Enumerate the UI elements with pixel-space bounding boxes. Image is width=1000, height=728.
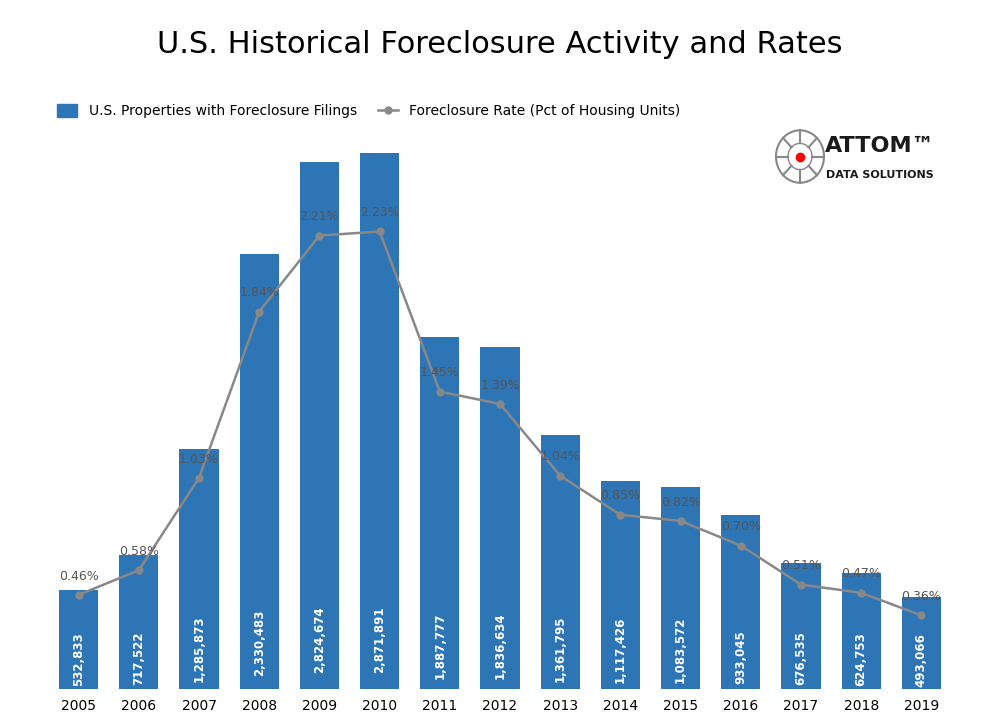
Text: 493,066: 493,066 (915, 633, 928, 687)
Bar (541, 435, 580, 689)
Bar (300, 162, 339, 689)
Bar (240, 254, 279, 689)
Bar (420, 337, 459, 689)
Text: 1,836,634: 1,836,634 (494, 612, 507, 679)
Text: DATA SOLUTIONS: DATA SOLUTIONS (826, 170, 934, 180)
Text: 532,833: 532,833 (72, 633, 85, 687)
Text: 1,887,777: 1,887,777 (433, 612, 446, 678)
Text: 1.03%: 1.03% (179, 453, 219, 465)
Bar (119, 555, 158, 689)
Text: 0.36%: 0.36% (901, 590, 941, 603)
Text: 1,083,572: 1,083,572 (674, 617, 687, 683)
Text: ATTOM™: ATTOM™ (825, 135, 935, 156)
Text: 2,330,483: 2,330,483 (253, 610, 266, 676)
Text: 676,535: 676,535 (794, 632, 807, 686)
Bar (360, 154, 399, 689)
Text: 2,824,674: 2,824,674 (313, 607, 326, 673)
Text: 624,753: 624,753 (855, 632, 868, 686)
Bar (601, 480, 640, 689)
Text: 2.23%: 2.23% (360, 206, 399, 219)
Text: 0.47%: 0.47% (841, 567, 881, 580)
Text: 0.58%: 0.58% (119, 545, 159, 558)
Bar (179, 449, 219, 689)
Text: 0.82%: 0.82% (661, 496, 701, 509)
Text: 0.46%: 0.46% (59, 569, 99, 582)
Text: 2.21%: 2.21% (300, 210, 339, 223)
Bar (781, 563, 821, 689)
Text: 0.70%: 0.70% (721, 521, 761, 533)
Text: 1,285,873: 1,285,873 (193, 616, 206, 682)
Text: 1.04%: 1.04% (540, 451, 580, 464)
Bar (902, 597, 941, 689)
Text: 1.84%: 1.84% (239, 286, 279, 299)
Text: 1,361,795: 1,361,795 (554, 615, 567, 681)
Text: 2,871,891: 2,871,891 (373, 606, 386, 673)
Text: 1.45%: 1.45% (420, 366, 460, 379)
Bar (59, 590, 98, 689)
Bar (842, 573, 881, 689)
Text: 1.39%: 1.39% (480, 379, 520, 392)
Text: 933,045: 933,045 (734, 630, 747, 684)
Text: 1,117,426: 1,117,426 (614, 617, 627, 683)
Legend: U.S. Properties with Foreclosure Filings, Foreclosure Rate (Pct of Housing Units: U.S. Properties with Foreclosure Filings… (51, 99, 686, 124)
Bar (721, 515, 760, 689)
Bar (661, 487, 700, 689)
Bar (480, 347, 520, 689)
Text: 0.85%: 0.85% (600, 489, 640, 502)
Text: 0.51%: 0.51% (781, 559, 821, 572)
Title: U.S. Historical Foreclosure Activity and Rates: U.S. Historical Foreclosure Activity and… (157, 30, 843, 58)
Text: 717,522: 717,522 (132, 632, 145, 685)
